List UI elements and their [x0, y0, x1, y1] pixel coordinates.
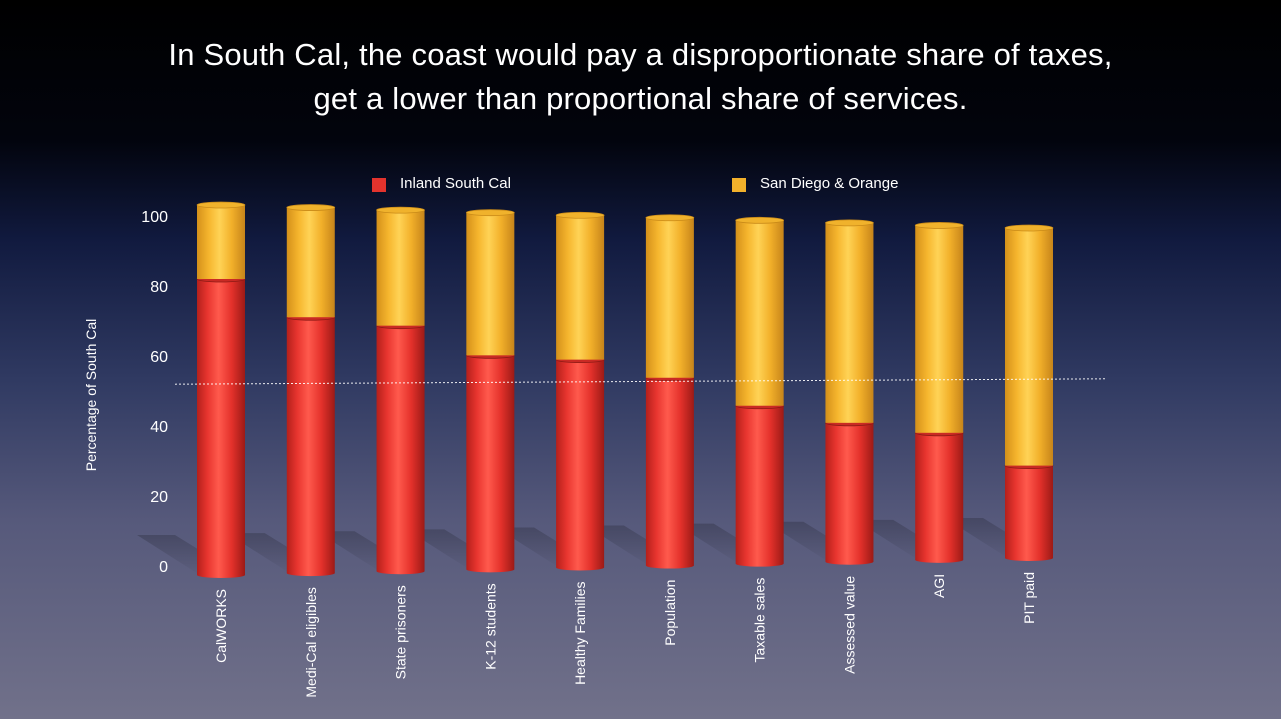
bar-body-healthy-families-1: [556, 215, 605, 360]
x-tick-label-population: Population: [662, 580, 678, 646]
bar-body-taxable-sales-0: [735, 405, 784, 564]
bar-cap-population-1: [645, 214, 695, 222]
bar-body-state-prisoners-1: [376, 210, 425, 326]
y-tick-label-80: 80: [150, 279, 168, 296]
bar-taxable-sales-coast: [735, 220, 784, 406]
x-tick-label-pit-paid: PIT paid: [1021, 572, 1037, 624]
bar-agi-coast: [915, 225, 964, 433]
legend-label-inland: Inland South Cal: [400, 175, 511, 192]
legend-label-coast: San Diego & Orange: [760, 175, 899, 192]
bar-base-cap-taxable-sales: [735, 560, 784, 567]
legend-swatch-coast: [732, 178, 746, 192]
bar-k-12-students-inland: [466, 355, 515, 573]
bar-cap-calworks-1: [196, 201, 246, 209]
bar-healthy-families-inland: [556, 359, 605, 571]
bar-body-agi-1: [915, 225, 964, 433]
bar-body-k-12-students-1: [466, 212, 515, 356]
x-tick-label-healthy-families: Healthy Families: [572, 581, 588, 684]
y-tick-label-20: 20: [150, 489, 168, 506]
bar-state-prisoners-coast: [376, 210, 425, 326]
x-tick-label-calworks: CalWORKS: [213, 589, 229, 663]
bar-base-cap-assessed-value: [825, 558, 874, 565]
bar-base-cap-k-12-students: [466, 566, 515, 573]
bar-calworks-coast: [197, 205, 245, 279]
bar-body-pit-paid-0: [1005, 465, 1053, 558]
bar-cap-taxable-sales-1: [735, 216, 785, 224]
bar-base-cap-state-prisoners: [376, 568, 425, 575]
y-axis-label: Percentage of South Cal: [83, 319, 99, 472]
title-line-2: get a lower than proportional share of s…: [313, 81, 968, 116]
bar-pit-paid-inland: [1005, 465, 1053, 561]
reference-line: [174, 378, 1106, 385]
bar-body-medi-cal-eligibles-0: [286, 317, 335, 574]
bar-cap-pit-paid-1: [1004, 224, 1054, 232]
bar-base-cap-pit-paid: [1005, 555, 1053, 561]
bar-population-coast: [645, 217, 694, 378]
bar-cap-k-12-students-1: [465, 209, 515, 217]
bar-body-medi-cal-eligibles-1: [286, 207, 335, 318]
bar-body-k-12-students-0: [466, 355, 515, 570]
bar-body-assessed-value-1: [825, 222, 874, 423]
bar-medi-cal-eligibles-inland: [286, 317, 335, 577]
bar-body-agi-0: [915, 432, 964, 560]
bar-cap-state-prisoners-1: [376, 206, 425, 214]
bar-assessed-value-coast: [825, 222, 874, 423]
bar-state-prisoners-inland: [376, 325, 425, 575]
y-tick-label-60: 60: [150, 349, 168, 366]
bar-k-12-students-coast: [466, 212, 515, 356]
bar-cap-medi-cal-eligibles-1: [286, 204, 336, 211]
bar-healthy-families-coast: [556, 215, 605, 360]
bar-assessed-value-inland: [825, 422, 874, 565]
x-tick-label-k-12-students: K-12 students: [482, 583, 498, 669]
x-tick-label-taxable-sales: Taxable sales: [752, 578, 768, 663]
bar-body-taxable-sales-1: [735, 220, 784, 406]
y-tick-label-40: 40: [150, 419, 168, 436]
bar-body-assessed-value-0: [825, 422, 874, 562]
x-tick-label-state-prisoners: State prisoners: [393, 585, 409, 679]
x-tick-label-assessed-value: Assessed value: [841, 576, 857, 674]
bar-medi-cal-eligibles-coast: [286, 207, 335, 318]
bar-base-cap-medi-cal-eligibles: [286, 570, 335, 577]
x-tick-label-agi: AGI: [931, 574, 947, 598]
bar-agi-inland: [915, 432, 964, 563]
bar-calworks-inland: [197, 279, 245, 578]
bar-population-inland: [645, 377, 694, 569]
bar-body-healthy-families-0: [556, 359, 605, 568]
y-tick-label-0: 0: [159, 559, 168, 576]
title-line-1: In South Cal, the coast would pay a disp…: [168, 37, 1113, 72]
bar-body-pit-paid-1: [1005, 228, 1053, 466]
bar-body-calworks-1: [197, 205, 245, 279]
bar-body-state-prisoners-0: [376, 325, 425, 572]
bar-base-cap-agi: [915, 556, 964, 563]
bar-base-cap-calworks: [197, 572, 245, 578]
bar-cap-agi-1: [914, 222, 964, 229]
y-tick-label-100: 100: [141, 209, 168, 226]
bar-body-population-1: [645, 217, 694, 378]
bar-pit-paid-coast: [1005, 228, 1053, 466]
legend-swatch-inland: [372, 178, 386, 192]
bar-body-calworks-0: [197, 279, 245, 575]
bar-base-cap-population: [645, 562, 694, 569]
x-tick-label-medi-cal-eligibles: Medi-Cal eligibles: [303, 587, 319, 698]
bar-base-cap-healthy-families: [556, 564, 605, 571]
bar-body-population-0: [645, 377, 694, 566]
bar-cap-healthy-families-1: [555, 211, 605, 219]
bar-taxable-sales-inland: [735, 405, 784, 567]
bar-cap-assessed-value-1: [825, 219, 874, 227]
